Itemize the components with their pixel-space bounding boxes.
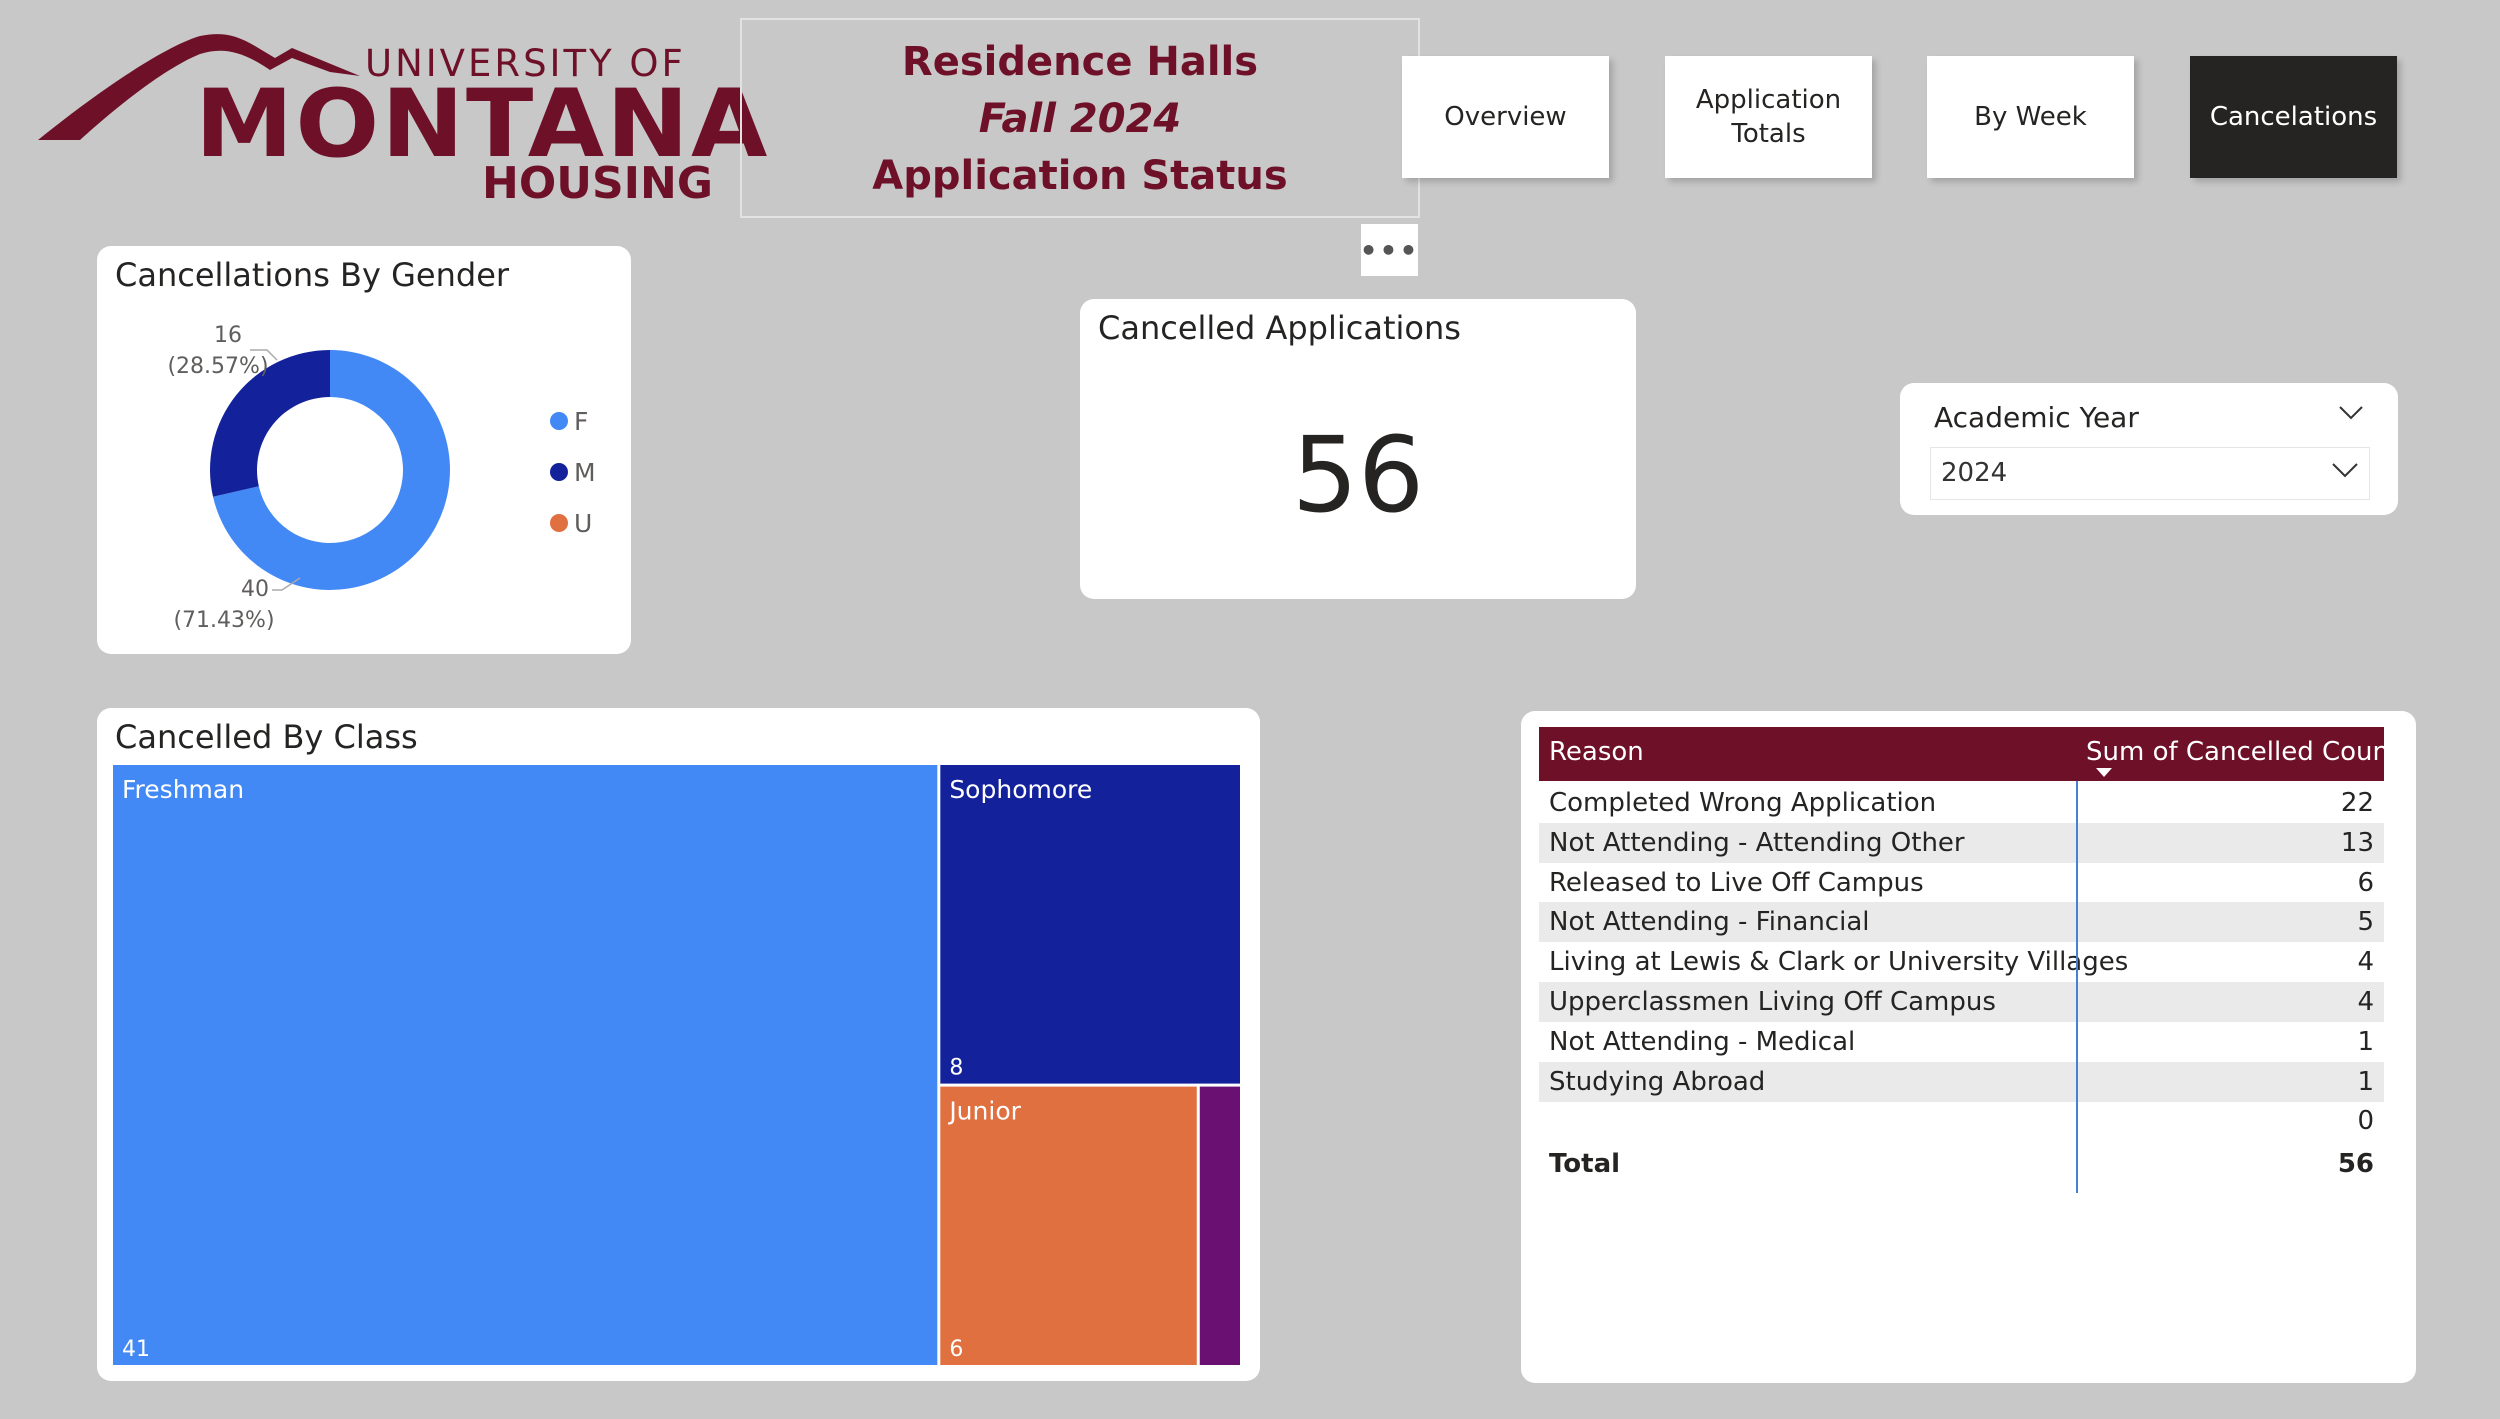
reason-cell: Upperclassmen Living Off Campus — [1549, 987, 1996, 1017]
table-row[interactable]: Studying Abroad 1 — [1539, 1061, 2384, 1102]
nav-cancelations-label: Cancelations — [2209, 102, 2378, 132]
treemap-tile-junior[interactable] — [940, 1086, 1197, 1365]
more-options-icon[interactable]: ••• — [1360, 224, 1418, 276]
header-reason[interactable]: Reason — [1549, 737, 1644, 767]
legend-label-u[interactable]: U — [574, 509, 592, 538]
donut-label-m-value: 16 — [214, 323, 242, 348]
treemap-value-freshman: 41 — [122, 1337, 150, 1362]
donut-label-f-pct: (71.43%) — [173, 608, 274, 633]
donut-leader-line — [250, 349, 278, 361]
table-row[interactable]: Upperclassmen Living Off Campus 4 — [1539, 982, 2384, 1022]
kpi-value: 56 — [1291, 414, 1425, 536]
treemap-tile-other[interactable] — [1199, 1086, 1240, 1365]
report-title: Residence Halls Fall 2024 Application St… — [740, 18, 1420, 218]
chevron-down-icon[interactable] — [2338, 405, 2364, 421]
count-cell: 1 — [2357, 1066, 2374, 1097]
total-value: 56 — [2337, 1149, 2374, 1180]
donut-label-m-pct: (28.57%) — [167, 354, 268, 379]
table-row[interactable]: Living at Lewis & Clark or University Vi… — [1539, 942, 2384, 982]
treemap-value-sophomore: 8 — [949, 1056, 963, 1081]
table-row[interactable]: Not Attending - Medical 1 — [1539, 1022, 2384, 1062]
count-cell: 4 — [2357, 987, 2374, 1017]
header-count[interactable]: Sum of Cancelled Count — [2086, 737, 2400, 767]
table-row[interactable]: Not Attending - Attending Other 13 — [1539, 822, 2384, 863]
gender-donut-chart[interactable]: 16 (28.57%) 40 (71.43%) FMU — [97, 246, 631, 654]
treemap-label-sophomore: Sophomore — [949, 775, 1092, 804]
reason-cell: Not Attending - Medical — [1549, 1026, 1856, 1057]
donut-leader-line — [272, 577, 301, 591]
count-cell: 0 — [2357, 1106, 2374, 1137]
treemap-label-freshman: Freshman — [122, 775, 244, 804]
chevron-down-icon — [2332, 463, 2358, 478]
reason-cell: Completed Wrong Application — [1549, 788, 1937, 818]
class-treemap[interactable]: Freshman 41 Sophomore 8 Junior 6 — [97, 708, 1260, 1381]
reason-cell: Not Attending - Financial — [1549, 907, 1870, 938]
academic-year-dropdown[interactable]: 2024 — [1930, 447, 2370, 500]
nav-by-week-button[interactable]: By Week — [1927, 56, 2134, 178]
count-cell: 6 — [2357, 867, 2374, 898]
column-divider — [2076, 781, 2078, 1193]
table-header: Reason Sum of Cancelled Count — [1539, 727, 2399, 781]
title-line-3: Application Status — [872, 153, 1288, 199]
reason-cell: Living at Lewis & Clark or University Vi… — [1549, 947, 2129, 978]
slicer-title: Academic Year — [1934, 401, 2139, 434]
title-line-2: Fall 2024 — [978, 96, 1182, 142]
count-cell: 22 — [2340, 788, 2374, 818]
nav-application-totals-label: Application Totals — [1695, 85, 1842, 149]
class-chart-title: Cancelled By Class — [115, 718, 418, 756]
academic-year-slicer: Academic Year 2024 — [1900, 383, 2398, 515]
count-cell: 1 — [2357, 1026, 2374, 1057]
gender-chart-title: Cancellations By Gender — [115, 256, 510, 294]
treemap-label-junior: Junior — [947, 1097, 1021, 1126]
table-row[interactable]: Released to Live Off Campus 6 — [1539, 863, 2384, 903]
university-logo: UNIVERSITY OF MONTANA HOUSING — [30, 28, 767, 209]
donut-slice-m[interactable] — [210, 350, 330, 497]
table-total-row: Total 56 — [1539, 1144, 2384, 1184]
nav-by-week-label: By Week — [1974, 102, 2087, 132]
legend-label-m[interactable]: M — [574, 458, 596, 487]
gender-chart-card: Cancellations By Gender 16 (28.57%) 40 (71.… — [97, 246, 631, 654]
donut-slice-f[interactable] — [213, 350, 450, 590]
treemap-tile-sophomore[interactable] — [940, 765, 1240, 1084]
treemap-tile-freshman[interactable] — [113, 765, 938, 1365]
count-cell: 5 — [2357, 907, 2374, 938]
slicer-selected-value: 2024 — [1941, 458, 2008, 488]
class-treemap-card: Cancelled By Class Freshman 41 Sophomore 8 J… — [97, 708, 1260, 1381]
logo-montana-text: MONTANA — [195, 70, 770, 179]
nav-cancelations-button[interactable]: Cancelations — [2190, 56, 2397, 178]
logo-housing-text: HOUSING — [482, 158, 713, 209]
table-row[interactable]: Not Attending - Financial 5 — [1539, 902, 2384, 943]
table-row[interactable]: Completed Wrong Application 22 — [1539, 783, 2384, 823]
treemap-value-junior: 6 — [949, 1337, 963, 1362]
donut-label-f-value: 40 — [241, 577, 269, 602]
nav-application-totals-button[interactable]: Application Totals — [1665, 56, 1872, 178]
legend-label-f[interactable]: F — [574, 407, 588, 436]
sort-descending-icon — [2096, 768, 2112, 777]
mountain-logo-icon — [38, 34, 360, 140]
nav-overview-button[interactable]: Overview — [1402, 56, 1609, 178]
reason-cell: Released to Live Off Campus — [1549, 867, 1924, 898]
count-cell: 4 — [2357, 947, 2374, 978]
logo-university-text: UNIVERSITY OF — [365, 42, 686, 85]
legend-marker-f[interactable] — [550, 412, 568, 430]
total-label: Total — [1549, 1149, 1621, 1180]
legend-marker-m[interactable] — [550, 463, 568, 481]
title-line-1: Residence Halls — [901, 39, 1259, 85]
legend-marker-u[interactable] — [550, 514, 568, 532]
count-cell: 13 — [2340, 827, 2374, 858]
kpi-title: Cancelled Applications — [1098, 309, 1461, 347]
nav-overview-label: Overview — [1444, 102, 1567, 132]
reason-cell: Not Attending - Attending Other — [1549, 827, 1965, 858]
reason-table-card: Reason Sum of Cancelled Count Completed … — [1521, 711, 2416, 1383]
cancelled-applications-card: Cancelled Applications 56 — [1080, 299, 1636, 599]
reason-cell: Studying Abroad — [1549, 1066, 1766, 1097]
table-row[interactable]: 0 — [1539, 1101, 2384, 1141]
